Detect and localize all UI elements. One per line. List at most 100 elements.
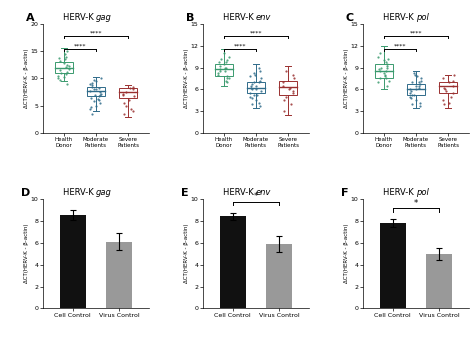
Point <box>223 74 231 79</box>
Point <box>449 83 457 88</box>
Y-axis label: ΔCT(HERV-K - β-actin): ΔCT(HERV-K - β-actin) <box>24 49 29 108</box>
Point <box>87 81 94 87</box>
Point <box>61 57 69 62</box>
Point <box>408 88 415 94</box>
Point <box>247 85 255 91</box>
Point <box>122 103 129 108</box>
Point <box>95 86 102 91</box>
Point <box>220 50 228 56</box>
Point <box>221 65 229 70</box>
Point <box>279 79 286 85</box>
Point <box>91 92 99 98</box>
Point <box>223 58 230 63</box>
Point <box>287 101 295 107</box>
Bar <box>215 64 233 76</box>
Point <box>54 73 62 78</box>
Point <box>95 93 103 99</box>
Point <box>279 83 287 88</box>
Point <box>412 98 419 103</box>
Point <box>120 112 128 117</box>
Point <box>440 85 448 91</box>
Point <box>88 95 95 100</box>
Point <box>90 77 98 82</box>
Point <box>220 61 228 66</box>
Bar <box>87 87 105 96</box>
Point <box>63 54 70 59</box>
Point <box>385 78 392 83</box>
Point <box>256 68 264 74</box>
Y-axis label: ΔCT(HERV-K - β-actin): ΔCT(HERV-K - β-actin) <box>184 224 189 283</box>
Point <box>377 50 384 56</box>
Point <box>447 94 455 99</box>
Point <box>376 76 383 81</box>
Text: ****: **** <box>90 30 102 35</box>
Text: ****: **** <box>234 43 246 48</box>
Point <box>383 83 391 88</box>
Point <box>415 79 422 85</box>
Point <box>214 71 222 76</box>
Point <box>409 101 416 107</box>
Point <box>282 94 289 99</box>
Point <box>88 80 95 85</box>
Point <box>280 98 288 103</box>
Point <box>382 59 390 64</box>
Point <box>377 65 385 70</box>
Point <box>281 108 288 114</box>
Point <box>92 79 100 84</box>
Bar <box>107 242 132 308</box>
Point <box>222 59 230 64</box>
Point <box>63 48 70 54</box>
Text: HERV-K: HERV-K <box>63 188 96 197</box>
Point <box>290 76 297 81</box>
Point <box>252 87 259 92</box>
Point <box>408 96 415 101</box>
Point <box>126 86 133 91</box>
Point <box>94 97 101 102</box>
Point <box>380 58 387 63</box>
Point <box>285 87 292 92</box>
Point <box>122 89 129 95</box>
Point <box>407 87 414 92</box>
Point <box>374 79 382 85</box>
Point <box>91 87 98 92</box>
Point <box>119 92 127 98</box>
Point <box>439 98 447 103</box>
Point <box>65 63 73 68</box>
Point <box>60 60 68 66</box>
Point <box>282 68 290 74</box>
Point <box>383 63 391 69</box>
Point <box>217 68 224 74</box>
Text: gag: gag <box>96 188 112 197</box>
Bar <box>60 215 85 308</box>
Text: pol: pol <box>416 188 429 197</box>
Text: HERV-K: HERV-K <box>223 188 256 197</box>
Point <box>57 70 65 76</box>
Point <box>411 72 419 78</box>
Bar <box>407 84 425 95</box>
Point <box>129 87 137 92</box>
Point <box>87 88 94 93</box>
Point <box>63 62 71 67</box>
Point <box>407 94 414 99</box>
Bar <box>279 81 297 95</box>
Point <box>222 65 230 70</box>
Point <box>57 77 64 82</box>
Point <box>417 76 425 81</box>
Point <box>95 98 102 103</box>
Point <box>440 101 448 107</box>
Point <box>383 68 390 74</box>
Point <box>446 100 453 105</box>
Point <box>254 93 261 98</box>
Bar <box>427 254 452 308</box>
Point <box>257 88 264 94</box>
Point <box>96 92 103 98</box>
Bar <box>119 88 137 98</box>
Point <box>125 98 133 103</box>
Point <box>88 82 96 88</box>
Point <box>250 71 257 76</box>
Point <box>56 67 64 73</box>
Text: E: E <box>181 188 189 198</box>
Point <box>62 64 70 70</box>
Point <box>246 94 254 99</box>
Text: A: A <box>26 13 34 23</box>
